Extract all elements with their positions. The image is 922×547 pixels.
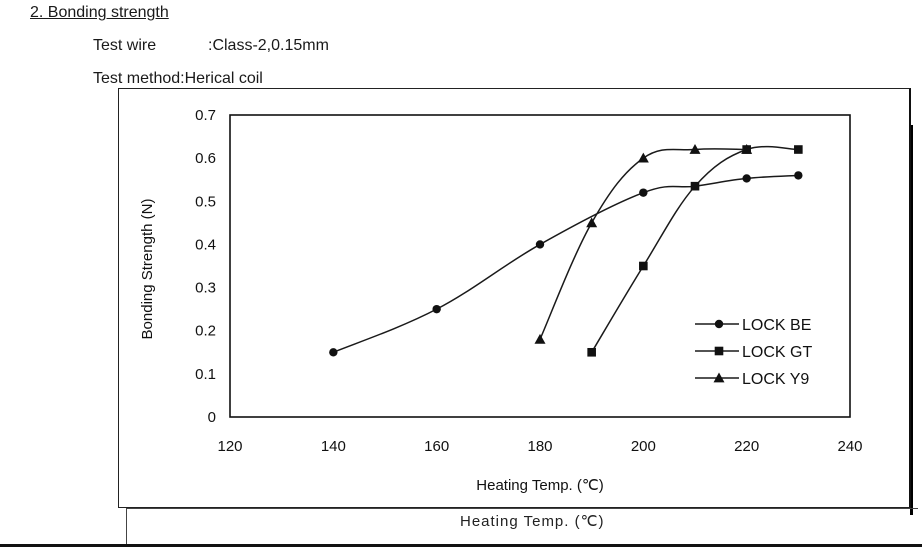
background-x-axis-label: Heating Temp. (℃) — [460, 513, 605, 530]
test-wire-value: :Class-2,0.15mm — [208, 37, 329, 54]
x-axis-label: Heating Temp. (℃) — [476, 477, 603, 494]
legend-label-lock-gt: LOCK GT — [742, 344, 812, 361]
legend-marker-lock-gt — [714, 346, 724, 356]
x-tick-label: 120 — [217, 438, 242, 455]
data-point-lock-y9 — [637, 152, 649, 163]
data-point-lock-gt — [690, 181, 700, 191]
series-line-lock-gt — [591, 145, 799, 353]
y-tick-label: 0.3 — [195, 280, 216, 297]
y-tick-label: 0.1 — [195, 366, 216, 383]
legend-label-lock-be: LOCK BE — [742, 317, 811, 334]
test-method-label: Test method:Herical coil — [93, 70, 263, 87]
y-tick-label: 0.6 — [195, 150, 216, 167]
test-wire-label: Test wire — [93, 37, 157, 54]
y-tick-label: 0 — [208, 409, 216, 426]
data-point-lock-be — [742, 174, 751, 183]
y-axis-label: Bonding Strength (N) — [139, 199, 156, 340]
plot-area-border — [229, 114, 851, 418]
legend-marker-lock-be — [714, 319, 724, 329]
data-point-lock-be — [329, 348, 338, 357]
series-line-lock-be — [333, 174, 799, 353]
chart-frame: 0 0.1 0.2 0.3 0.4 0.5 0.6 0.7 120 140 160 180 200 220… — [118, 88, 911, 508]
data-point-lock-be — [794, 171, 803, 180]
data-point-lock-be — [432, 304, 441, 314]
section-title: 2. Bonding strength — [30, 4, 169, 21]
data-point-lock-y9 — [689, 144, 701, 154]
y-tick-label: 0.4 — [195, 236, 216, 253]
x-tick-label: 200 — [631, 438, 656, 455]
data-point-lock-gt — [794, 145, 803, 154]
data-point-lock-be — [639, 188, 648, 197]
back-frame-edge-left — [126, 505, 127, 547]
back-frame-edge — [910, 125, 913, 515]
y-tick-label: 0.7 — [195, 107, 216, 124]
data-point-lock-y9 — [534, 333, 546, 344]
y-tick-label: 0.5 — [195, 193, 216, 210]
data-point-lock-gt — [587, 347, 596, 357]
x-tick-label: 160 — [424, 438, 449, 455]
legend-label-lock-y9: LOCK Y9 — [742, 371, 809, 388]
legend-marker-lock-y9 — [713, 372, 725, 383]
x-tick-label: 220 — [734, 438, 759, 455]
back-frame-bottom — [126, 508, 918, 509]
y-tick-label: 0.2 — [195, 323, 216, 340]
x-tick-label: 240 — [837, 438, 862, 455]
data-point-lock-gt — [639, 261, 648, 271]
data-point-lock-be — [535, 240, 545, 249]
page-bottom-rule — [0, 544, 922, 547]
series-line-lock-y9 — [539, 148, 747, 340]
data-point-lock-y9 — [741, 144, 753, 154]
data-point-lock-y9 — [586, 217, 598, 228]
bonding-strength-chart: 0 0.1 0.2 0.3 0.4 0.5 0.6 0.7 120 140 160 180 200 220… — [139, 107, 863, 494]
x-tick-label: 140 — [321, 438, 346, 455]
x-tick-label: 180 — [527, 438, 552, 455]
